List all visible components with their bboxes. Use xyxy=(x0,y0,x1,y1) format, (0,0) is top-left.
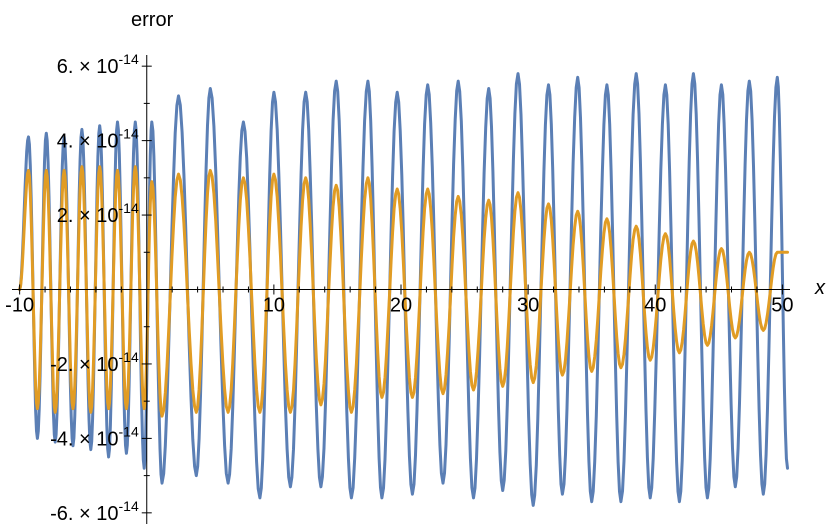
y-tick-exponent: -14 xyxy=(119,200,139,216)
x-tick-label: -10 xyxy=(5,295,34,317)
y-tick-base: × 10 xyxy=(73,503,118,525)
y-tick-base: × 10 xyxy=(73,131,118,153)
y-tick-mantissa: 2. xyxy=(57,205,74,227)
x-ticks: -10 10 20 30 40 50 xyxy=(5,284,793,317)
y-axis-label: error xyxy=(131,9,174,31)
y-tick-label: 4. × 10-14 xyxy=(57,126,139,153)
y-tick-mantissa: -2. xyxy=(50,354,73,376)
x-axis-label: x xyxy=(814,277,826,299)
y-tick-base: × 10 xyxy=(73,354,118,376)
y-tick-base: × 10 xyxy=(73,56,118,78)
y-tick-exponent: -14 xyxy=(119,498,139,514)
y-tick-exponent: -14 xyxy=(119,51,139,67)
y-tick-label: -4. × 10-14 xyxy=(50,423,139,450)
y-tick-exponent: -14 xyxy=(119,349,139,365)
x-tick-label: 40 xyxy=(644,295,666,317)
y-tick-exponent: -14 xyxy=(119,126,139,142)
y-tick-mantissa: 4. xyxy=(57,131,74,153)
y-tick-exponent: -14 xyxy=(119,423,139,439)
y-tick-base: × 10 xyxy=(73,428,118,450)
x-tick-label: 10 xyxy=(263,295,285,317)
y-tick-mantissa: -4. xyxy=(50,428,73,450)
y-tick-base: × 10 xyxy=(73,205,118,227)
y-tick-mantissa: -6. xyxy=(50,503,73,525)
x-tick-label: 20 xyxy=(390,295,412,317)
y-tick-label: 2. × 10-14 xyxy=(57,200,139,227)
x-tick-label: 30 xyxy=(517,295,539,317)
series-layer xyxy=(18,72,789,507)
y-tick-mantissa: 6. xyxy=(57,56,74,78)
x-tick-label: 50 xyxy=(771,295,793,317)
y-ticks: 6. × 10-144. × 10-142. × 10-14-2. × 10-1… xyxy=(50,51,152,525)
y-tick-label: 6. × 10-14 xyxy=(57,51,139,78)
series-line-2 xyxy=(18,165,789,418)
y-tick-label: -2. × 10-14 xyxy=(50,349,139,376)
y-tick-label: -6. × 10-14 xyxy=(50,498,139,525)
